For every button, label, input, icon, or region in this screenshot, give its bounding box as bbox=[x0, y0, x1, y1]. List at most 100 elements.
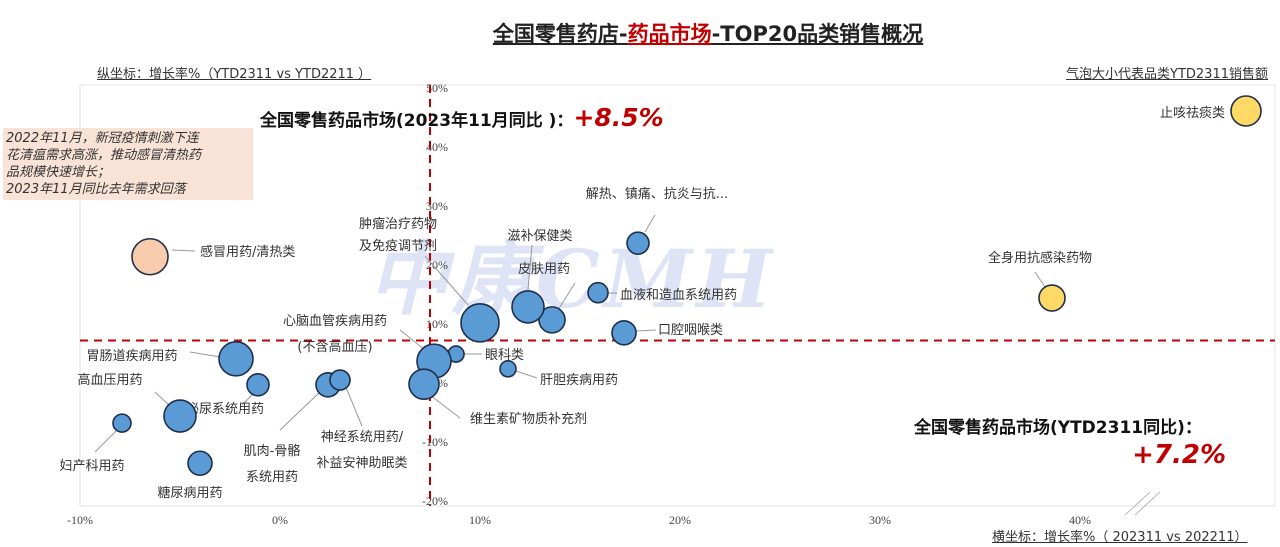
bubble-group: 肝胆疾病用药 bbox=[499, 360, 618, 388]
plot-area bbox=[79, 84, 1276, 507]
bubble-label: 泌尿系统用药 bbox=[186, 402, 264, 417]
bubble-label: 感冒用药/清热类 bbox=[200, 244, 295, 260]
bubble-label: 高血压用药 bbox=[77, 372, 142, 388]
y-tick-label: -20% bbox=[422, 494, 448, 508]
leader-line bbox=[644, 214, 656, 233]
bubble-label: 肌肉-骨骼 bbox=[244, 443, 301, 459]
bubble-group: 血液和造血系统用药 bbox=[587, 281, 737, 304]
bubble-label: 心脑血管疾病用药 bbox=[283, 314, 387, 329]
leader-line bbox=[1034, 271, 1046, 288]
bubble-label: 肝胆疾病用药 bbox=[540, 373, 618, 388]
y-tick-label: 50% bbox=[426, 81, 448, 95]
leader-line bbox=[515, 370, 538, 379]
bubble bbox=[131, 237, 169, 276]
bubble-group: 维生素矿物质补充剂 bbox=[408, 368, 587, 427]
x-tick-label: 10% bbox=[469, 513, 491, 527]
bubble-label: 系统用药 bbox=[246, 470, 298, 485]
bubble bbox=[499, 360, 517, 378]
bubble bbox=[1038, 284, 1066, 312]
leader-line bbox=[424, 255, 469, 306]
bubble bbox=[163, 399, 197, 433]
bubble-group: 高血压用药 bbox=[77, 372, 197, 433]
leader-line bbox=[279, 391, 321, 431]
bubble bbox=[611, 320, 637, 346]
bubble bbox=[246, 372, 270, 397]
bubble-label: (不含高血压) bbox=[297, 339, 372, 355]
bubble-label: 口腔咽喉类 bbox=[658, 323, 723, 338]
y-tick-label: 40% bbox=[426, 140, 448, 154]
leader-line bbox=[429, 394, 461, 419]
bubble bbox=[626, 231, 650, 255]
bubble bbox=[538, 306, 566, 334]
bubble-group: 感冒用药/清热类 bbox=[131, 237, 295, 276]
bubble-group: 泌尿系统用药 bbox=[186, 372, 270, 417]
leader-line bbox=[635, 329, 657, 332]
y-tick-label: 10% bbox=[426, 317, 448, 331]
leader-line bbox=[399, 329, 426, 351]
bubble-group: 口腔咽喉类 bbox=[611, 320, 723, 346]
bubble bbox=[408, 368, 440, 400]
leader-line bbox=[171, 249, 196, 252]
bubble-group: 全身用抗感染药物 bbox=[988, 250, 1092, 312]
bubble-group: 妇产科用药 bbox=[59, 413, 132, 474]
chart-title: 全国零售药店-药品市场-TOP20品类销售概况 bbox=[492, 22, 924, 46]
leader-line bbox=[557, 282, 576, 311]
x-tick-label: -10% bbox=[67, 513, 93, 527]
bubble-label: 全身用抗感染药物 bbox=[988, 250, 1092, 266]
bubble bbox=[112, 413, 132, 433]
bubble bbox=[329, 369, 351, 391]
x-tick-label: 0% bbox=[272, 513, 288, 527]
annotation-note: 2022年11月，新冠疫情刺激下连 花清瘟需求高涨，推动感冒清热药 品规模快速增长；… bbox=[3, 128, 253, 200]
bubble-label: 皮肤用药 bbox=[518, 262, 570, 277]
bubble-group: 滋补保健类 bbox=[507, 229, 573, 324]
y-tick-label: 30% bbox=[426, 199, 448, 213]
x-tick-label: 20% bbox=[669, 513, 691, 527]
bubble bbox=[460, 303, 500, 343]
bubble-label: 止咳祛痰类 bbox=[1160, 105, 1225, 121]
bubble-label: 补益安神助眠类 bbox=[316, 456, 407, 471]
bubble-size-legend: 气泡大小代表品类YTD2311销售额 bbox=[1066, 67, 1268, 82]
bubble-label: 神经系统用药/ bbox=[321, 430, 404, 445]
bubble-label: 糖尿病用药 bbox=[157, 485, 222, 501]
bubble bbox=[187, 450, 213, 477]
bubble-group: 眼科类 bbox=[447, 345, 524, 363]
bubble-label: 滋补保健类 bbox=[507, 229, 572, 244]
annotation-month-growth: 全国零售药品市场(2023年11月同比 )：+8.5% bbox=[260, 103, 664, 132]
bubble-label: 血液和造血系统用药 bbox=[620, 288, 737, 303]
x-tick-label: 40% bbox=[1069, 513, 1091, 527]
annotation-ytd-label: 全国零售药品市场(YTD2311同比)： bbox=[914, 418, 1202, 438]
bubble bbox=[1230, 95, 1262, 127]
bubble-group: 神经系统用药/补益安神助眠类 bbox=[316, 369, 408, 471]
leader-line bbox=[1124, 491, 1151, 516]
x-axis-caption: 横坐标：增长率%（ 202311 vs 202211） bbox=[992, 530, 1248, 545]
bubble-group: 心脑血管疾病用药 (不含高血压) bbox=[283, 314, 452, 379]
bubble-label: 肿瘤治疗药物 bbox=[359, 216, 437, 232]
bubble-group: 糖尿病用药 bbox=[157, 450, 223, 501]
leader-line bbox=[344, 384, 363, 427]
bubble-label: 维生素矿物质补充剂 bbox=[470, 411, 587, 427]
annotation-ytd-value: +7.2% bbox=[1132, 440, 1226, 470]
bubble-group: 皮肤用药 bbox=[518, 262, 576, 334]
bubble-label: 胃肠道疾病用药 bbox=[86, 349, 177, 364]
bubble-label: 眼科类 bbox=[485, 348, 524, 363]
bubble-label: 妇产科用药 bbox=[59, 458, 124, 474]
leader-line bbox=[241, 394, 253, 406]
leader-line bbox=[189, 351, 221, 358]
bubble bbox=[511, 290, 545, 324]
y-tick-label: -10% bbox=[422, 435, 448, 449]
bubble bbox=[587, 281, 609, 304]
bubble-group: 止咳祛痰类 bbox=[1160, 95, 1262, 127]
leader-line bbox=[94, 429, 118, 453]
bubble-label: 解热、镇痛、抗炎与抗... bbox=[586, 186, 728, 202]
y-axis-caption: 纵坐标：增长率%（YTD2311 vs YTD2211 ） bbox=[97, 67, 372, 82]
watermark: 中康CMH bbox=[368, 232, 776, 326]
leader-line bbox=[1134, 491, 1161, 516]
bubble-label: 及免疫调节剂 bbox=[359, 238, 437, 254]
x-tick-label: 30% bbox=[869, 513, 891, 527]
bubble bbox=[218, 341, 254, 377]
bubble-group: 胃肠道疾病用药 bbox=[86, 341, 254, 377]
y-tick-label: 20% bbox=[426, 258, 448, 272]
